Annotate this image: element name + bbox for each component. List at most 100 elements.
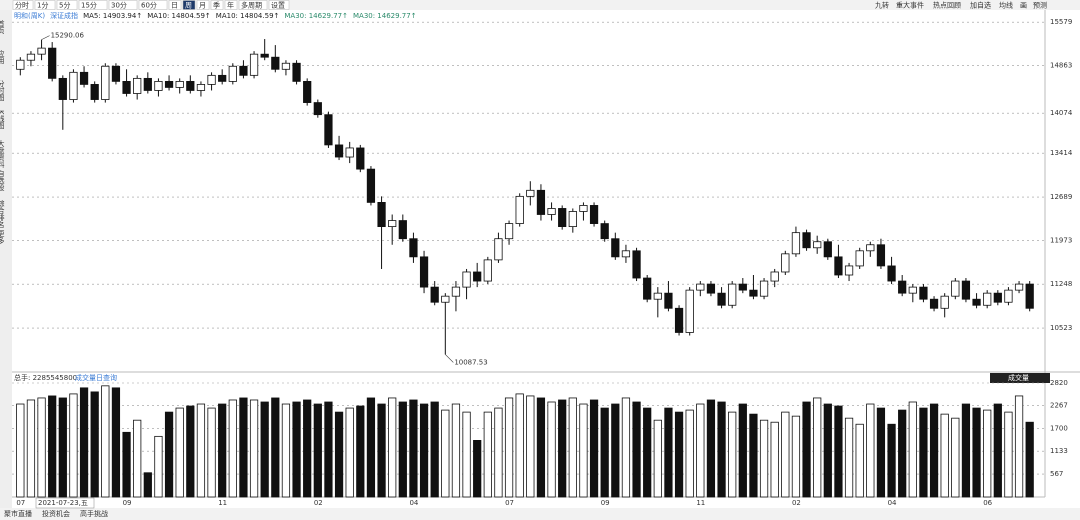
bottom-tab[interactable]: 投资机会: [42, 509, 70, 518]
volume-bar: [111, 387, 121, 498]
volume-bar: [1004, 411, 1013, 498]
legend-item: 明和(周K): [14, 11, 45, 20]
bottom-tab[interactable]: 高手挑战: [80, 509, 108, 518]
candle-body: [377, 202, 386, 228]
tool-label[interactable]: 画: [1020, 2, 1027, 10]
candle-body: [111, 65, 121, 82]
tool-label[interactable]: 九转: [875, 1, 889, 10]
candle-body: [632, 250, 641, 279]
tab-button[interactable]: [56, 0, 78, 10]
tab-label[interactable]: 年: [227, 1, 234, 10]
y-tick-label: 567: [1050, 470, 1063, 478]
tab-button[interactable]: [182, 0, 196, 10]
annotation-leader: [445, 354, 454, 363]
candle-body: [908, 286, 917, 294]
volume-bar: [1025, 421, 1034, 498]
volume-bar: [834, 405, 843, 498]
candle-body: [717, 292, 726, 306]
candle-body: [196, 84, 206, 91]
tab-label[interactable]: 设置: [271, 1, 285, 10]
volume-selector[interactable]: 成交量: [1008, 373, 1029, 382]
sidebar-item[interactable]: 应用: [0, 49, 5, 65]
volume-selector-box[interactable]: [990, 373, 1050, 383]
volume-bar: [696, 403, 705, 498]
volume-bar: [260, 401, 269, 498]
tab-label[interactable]: 月: [199, 2, 206, 10]
volume-bar: [122, 431, 131, 498]
volume-query[interactable]: 成交量日查询: [75, 373, 117, 382]
tool-label[interactable]: 热点回顾: [933, 1, 961, 10]
y-tick-label: 2267: [1050, 401, 1068, 409]
volume-bar: [898, 409, 907, 498]
tab-button[interactable]: [138, 0, 168, 10]
sidebar-item[interactable]: 更多: [0, 230, 5, 245]
volume-bar: [621, 397, 631, 498]
tab-label[interactable]: 1分: [37, 1, 48, 10]
sidebar-item[interactable]: 综合排名: [0, 199, 5, 229]
tab-label[interactable]: 60分: [141, 1, 157, 10]
tab-button[interactable]: [78, 0, 108, 10]
tab-label[interactable]: 分时: [15, 1, 29, 10]
tab-label[interactable]: 30分: [111, 1, 127, 10]
volume-bar: [249, 399, 259, 498]
sidebar-item[interactable]: 首页: [0, 19, 5, 35]
volume-bar: [728, 411, 737, 498]
tab-label[interactable]: 日: [171, 2, 178, 10]
volume-bar: [600, 407, 609, 498]
tab-button[interactable]: [268, 0, 290, 10]
candle-body: [388, 220, 397, 228]
candle-body: [802, 232, 811, 249]
tab-button[interactable]: [12, 0, 34, 10]
legend-item: MA10: 14804.59↑: [216, 12, 280, 20]
candle-body: [281, 62, 291, 70]
tab-label[interactable]: 季: [213, 1, 220, 10]
volume-bar: [908, 401, 917, 498]
volume-bar: [271, 397, 280, 498]
tab-label[interactable]: 多周期: [241, 1, 262, 10]
sidebar-item[interactable]: 大盘资料: [0, 139, 5, 169]
sidebar-item[interactable]: K线图: [0, 110, 5, 130]
volume-bar: [58, 397, 67, 498]
tab-button[interactable]: [224, 0, 238, 10]
tool-label[interactable]: 预测: [1033, 1, 1047, 10]
tab-button[interactable]: [210, 0, 224, 10]
tool-label[interactable]: 重大事件: [896, 1, 924, 10]
candle-body: [834, 256, 843, 276]
x-tick-label: 11: [696, 499, 705, 507]
volume-bar: [961, 403, 971, 498]
y-tick-label: 1133: [1050, 447, 1068, 455]
sidebar-item[interactable]: 分时图: [0, 79, 5, 102]
tab-label[interactable]: 5分: [59, 1, 70, 10]
tab-button[interactable]: [168, 0, 182, 10]
tab-button[interactable]: [238, 0, 268, 10]
candle-body: [334, 144, 344, 158]
cursor-box: [35, 497, 95, 509]
volume-bar: [515, 393, 524, 498]
volume-bar: [377, 403, 386, 498]
volume-bar: [866, 403, 875, 498]
tab-button[interactable]: [108, 0, 138, 10]
tool-label[interactable]: 均线: [999, 1, 1013, 10]
tool-label[interactable]: 加自选: [970, 1, 991, 10]
candle-body: [589, 205, 599, 224]
volume-bar: [101, 385, 110, 498]
candle-body: [409, 238, 418, 258]
candle-body: [249, 53, 259, 76]
candle-body: [813, 241, 822, 249]
tab-button[interactable]: [34, 0, 56, 10]
y-tick-label: 13414: [1050, 149, 1073, 157]
annotation-leader: [41, 35, 50, 40]
volume-bar: [196, 403, 206, 498]
candle-body: [823, 241, 832, 258]
volume-bar: [494, 407, 503, 498]
sidebar-item[interactable]: 自选股: [0, 169, 5, 192]
candle-body: [664, 292, 673, 309]
volume-bar: [685, 409, 694, 498]
tab-label[interactable]: 周: [185, 2, 192, 10]
volume-bar: [228, 399, 237, 498]
tab-label[interactable]: 15分: [81, 1, 97, 10]
tab-button[interactable]: [196, 0, 210, 10]
bottom-tab[interactable]: 聚市直播: [4, 509, 32, 518]
volume-bar: [90, 391, 99, 498]
